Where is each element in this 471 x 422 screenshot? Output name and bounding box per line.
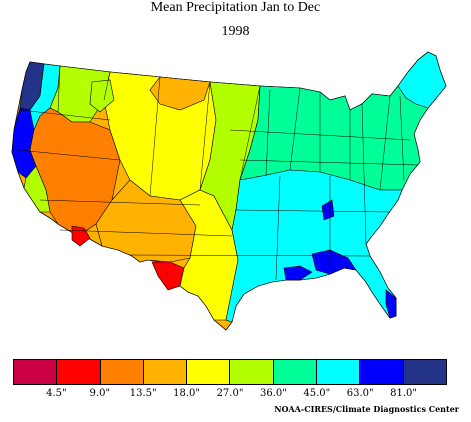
region-northeast-cyan — [397, 51, 447, 109]
legend-tick-label: 27.0" — [216, 388, 244, 399]
region-texas-west-red — [151, 261, 185, 291]
color-legend — [13, 359, 447, 385]
region-gulf-coast-blue — [283, 265, 313, 281]
map-title: Mean Precipitation Jan to Dec — [150, 0, 321, 15]
division-lines — [17, 65, 419, 281]
region-alabama-blue — [321, 199, 335, 221]
map-subtitle: 1998 — [221, 24, 250, 39]
legend-swatch-3 — [142, 359, 188, 385]
legend-tick-label: 18.0" — [173, 388, 201, 399]
legend-swatch-9 — [402, 359, 447, 385]
legend-swatch-6 — [272, 359, 318, 385]
legend-swatch-4 — [186, 359, 231, 385]
legend-swatch-7 — [316, 359, 361, 385]
legend-tick-label: 45.0" — [303, 388, 331, 399]
legend-swatch-2 — [99, 359, 144, 385]
legend-tick-label: 13.5" — [129, 388, 157, 399]
region-new-mexico — [95, 179, 197, 263]
legend-tick-label: 36.0" — [259, 388, 287, 399]
legend-tick-label: 4.5" — [46, 388, 67, 399]
legend-swatch-5 — [229, 359, 274, 385]
region-florida-blue — [385, 289, 397, 319]
legend-swatch-1 — [56, 359, 101, 385]
credit-text: NOAA-CIRES/Climate Diagnostics Center — [274, 404, 459, 414]
legend-tick-label: 9.0" — [89, 388, 111, 399]
region-california-coast — [23, 165, 51, 213]
legend-tick-label: 81.0" — [390, 388, 418, 399]
region-montana-green — [89, 79, 115, 113]
legend-swatch-8 — [359, 359, 404, 385]
region-southeast-cyan — [225, 169, 403, 323]
legend-swatch-0 — [13, 359, 58, 385]
legend-tick-label: 63.0" — [346, 388, 374, 399]
